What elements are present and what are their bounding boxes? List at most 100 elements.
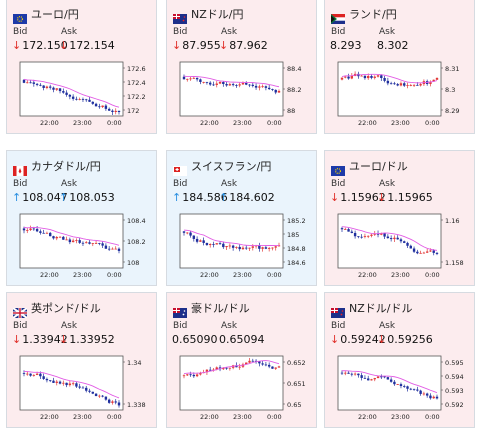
moving-average-line (23, 226, 120, 246)
candle (435, 252, 439, 254)
candle (386, 236, 390, 239)
rate-card-eur-usd[interactable]: ユーロ/ドル Bid Ask ↓1.15962 ↓1.15965 1.16 1.158 22:… (324, 150, 475, 286)
pair-name[interactable]: ユーロ/円 (31, 8, 79, 21)
candle (393, 237, 396, 240)
pair-name[interactable]: カナダドル/円 (31, 160, 101, 173)
candle (202, 240, 205, 243)
candle (274, 246, 277, 248)
candle (267, 248, 271, 249)
x-tick-label: 23:00 (233, 119, 252, 127)
candle (412, 84, 416, 86)
y-tick-label: 0.592 (445, 401, 464, 409)
moving-average-line (183, 360, 280, 375)
rate-card-zar-jpy[interactable]: ランド/円 Bid Ask 8.293 8.302 8.31 8.3 8.29 22:00 23:… (324, 0, 475, 134)
candle (376, 376, 380, 379)
pair-name[interactable]: ユーロ/ドル (349, 160, 408, 173)
x-tick-label: 23:00 (73, 413, 92, 421)
candle (78, 99, 81, 100)
moving-average-line (341, 370, 438, 394)
candle (52, 380, 55, 383)
candle (383, 376, 386, 378)
candle (35, 83, 39, 85)
card-header: スイスフラン/円 (173, 158, 272, 176)
candle (419, 390, 422, 394)
candle (22, 79, 26, 83)
y-tick-label: 185 (287, 231, 299, 239)
plot-area (19, 355, 124, 411)
rate-card-gbp-usd[interactable]: 英ポンド/ドル Bid Ask ↓1.33942 ↓1.33952 1.34 1.338 22… (6, 292, 157, 428)
candle (88, 242, 91, 244)
candle (225, 367, 228, 369)
candle (205, 81, 209, 83)
candle (380, 233, 383, 235)
y-tick-label: 1.158 (445, 259, 464, 267)
y-tick-label: 108 (127, 259, 139, 267)
candle (416, 84, 419, 86)
candle (386, 80, 390, 84)
y-tick-label: 0.651 (287, 380, 306, 388)
candle (396, 237, 399, 240)
za-flag-icon (331, 9, 345, 24)
rate-card-chf-jpy[interactable]: スイスフラン/円 Bid Ask ↑184.586 ↑184.602 185.2 185 18… (166, 150, 317, 286)
bid-price: ↓87.955 (172, 39, 221, 52)
y-tick-label: 1.16 (445, 217, 459, 225)
pair-name[interactable]: スイスフラン/円 (191, 160, 272, 173)
candle (432, 250, 435, 253)
candle (380, 75, 383, 79)
rate-card-nzd-jpy[interactable]: NZドル/円 Bid Ask ↓87.955 ↓87.962 88.4 88.2 88 22:0… (166, 0, 317, 134)
x-tick-label: 22:00 (40, 271, 59, 279)
candle (205, 369, 209, 373)
candle (58, 236, 62, 238)
candle (55, 88, 58, 90)
rate-card-cad-jpy[interactable]: カナダドル/円 Bid Ask ↑108.047 ↑108.053 108.4 108.2 1… (6, 150, 157, 286)
pair-name[interactable]: 英ポンド/ドル (31, 302, 101, 315)
candle (261, 363, 264, 365)
y-tick-label: 0.65 (287, 401, 301, 409)
rate-card-eur-jpy[interactable]: ユーロ/円 Bid Ask ↓172.150 ↓172.154 172.6 172.4 172… (6, 0, 157, 134)
bid-value: 1.33942 (22, 333, 68, 346)
ask-price: 8.302 (377, 39, 409, 52)
bid-label: Bid (173, 321, 188, 331)
pair-name[interactable]: ランド/円 (349, 8, 397, 21)
pair-name[interactable]: 豪ドル/ドル (191, 302, 250, 315)
candle (254, 85, 258, 88)
candle (78, 240, 81, 243)
rate-card-nzd-usd[interactable]: NZドル/ドル Bid Ask ↓0.59242 ↓0.59256 0.595 0.594 0… (324, 292, 475, 428)
y-tick-label: 0.595 (445, 359, 464, 367)
candle (344, 372, 347, 374)
candle (251, 84, 254, 86)
bid-price: ↑184.586 (172, 191, 228, 204)
candle (258, 86, 261, 88)
down-arrow-icon: ↓ (59, 39, 69, 52)
rate-card-aud-usd[interactable]: 豪ドル/ドル Bid Ask 0.65090 0.65094 0.652 0.651 0.65… (166, 292, 317, 428)
moving-average-line (183, 229, 280, 247)
ask-price: ↑108.053 (59, 191, 115, 204)
card-header: ユーロ/ドル (331, 158, 408, 176)
bid-price: ↓172.150 (12, 39, 68, 52)
candle (399, 384, 403, 387)
candle (347, 76, 350, 79)
pair-name[interactable]: NZドル/ドル (349, 302, 413, 315)
candle (261, 247, 264, 249)
candle (251, 246, 254, 248)
candle (267, 87, 271, 90)
pair-name[interactable]: NZドル/円 (191, 8, 244, 21)
candle (406, 386, 409, 389)
candle (68, 383, 72, 386)
bid-label: Bid (13, 27, 28, 37)
candle (55, 236, 58, 239)
candle (199, 373, 202, 375)
down-arrow-icon: ↓ (219, 39, 229, 52)
ask-value: 8.302 (377, 39, 409, 52)
candle (189, 78, 192, 80)
candle (261, 86, 264, 88)
candle (238, 84, 241, 86)
candle (274, 367, 277, 369)
candle (32, 228, 36, 230)
ca-flag-icon (13, 161, 27, 176)
candle (350, 76, 354, 79)
candle (370, 234, 373, 236)
y-tick-label: 1.34 (127, 359, 141, 367)
x-tick-label: 22:00 (358, 413, 377, 421)
bid-price: 0.65090 (172, 333, 218, 346)
